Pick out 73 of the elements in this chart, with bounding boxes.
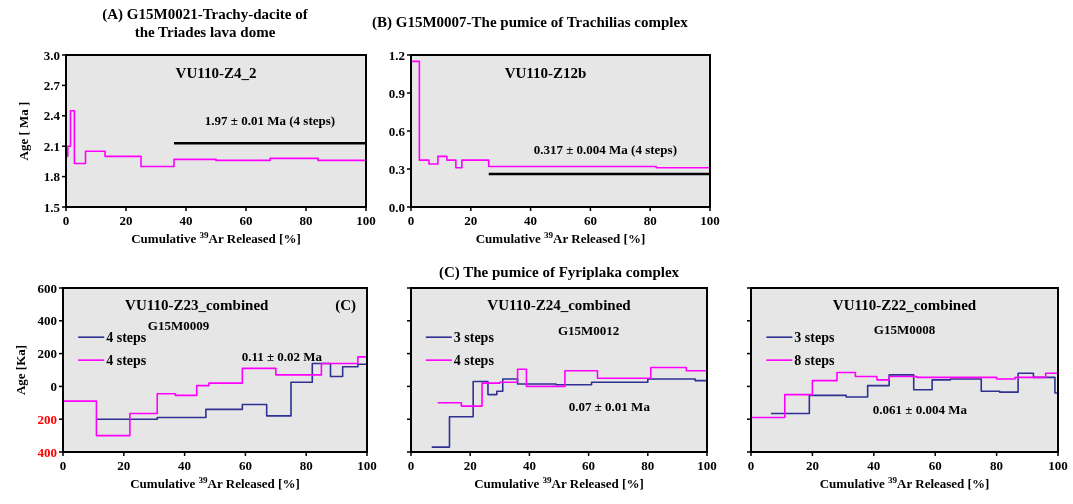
- x-tick-label: 60: [582, 458, 596, 473]
- x-tick-label: 80: [299, 213, 313, 228]
- y-tick-label: 200: [37, 346, 57, 362]
- x-tick-label: 100: [1048, 458, 1068, 473]
- x-tick-label: 0: [747, 458, 755, 473]
- annotation: (C): [335, 296, 357, 314]
- x-tick-label: 100: [697, 458, 717, 473]
- x-tick-label: 80: [299, 458, 313, 473]
- annotation: VU110-Z4_2: [175, 65, 257, 82]
- annotation: VU110-Z24_combined: [487, 296, 632, 313]
- chart-title: (C) The pumice of Fyriplaka complex: [438, 264, 680, 282]
- legend-label: 4 steps: [106, 330, 147, 346]
- y-tick-label: 0: [50, 378, 57, 394]
- y-tick-label: 1.5: [43, 199, 61, 215]
- x-tick-label: 20: [463, 458, 477, 473]
- x-tick-label: 80: [990, 458, 1004, 473]
- x-tick-label: 60: [239, 213, 253, 228]
- x-axis-title: Cumulative $^{39}$Ar Released [%]: [474, 475, 644, 491]
- annotation: G15M0009: [147, 318, 210, 334]
- y-tick-label: 0.9: [388, 85, 406, 101]
- y-tick-label: 200: [37, 411, 57, 427]
- legend-label: 3 steps: [453, 330, 495, 346]
- legend-label: 4 steps: [453, 353, 495, 369]
- x-tick-label: 80: [641, 458, 655, 473]
- x-tick-label: 80: [643, 213, 657, 228]
- x-tick-label: 40: [178, 458, 192, 473]
- x-axis-title: Cumulative $^{39}$Ar Released [%]: [130, 475, 300, 491]
- x-tick-label: 60: [928, 458, 942, 473]
- y-tick-label: 2.7: [43, 77, 61, 93]
- annotation: G15M0008: [873, 321, 936, 337]
- x-tick-label: 40: [522, 458, 536, 473]
- x-tick-label: 20: [805, 458, 819, 473]
- y-tick-label: 2.4: [43, 108, 61, 124]
- annotation: 0.11 ± 0.02 Ma: [241, 349, 323, 365]
- x-tick-label: 60: [583, 213, 597, 228]
- x-tick-label: 20: [119, 213, 133, 228]
- x-tick-label: 40: [867, 458, 881, 473]
- y-tick-label: 400: [37, 313, 57, 329]
- y-tick-label: 1.2: [388, 47, 405, 63]
- x-axis-title: Cumulative $^{39}$Ar Released [%]: [131, 230, 301, 246]
- y-tick-label: 400: [37, 444, 57, 460]
- y-axis-title: Age [Ka]: [13, 344, 28, 396]
- x-tick-label: 40: [179, 213, 193, 228]
- y-tick-label: 0.6: [388, 123, 406, 139]
- annotation: VU110-Z23_combined: [125, 296, 270, 313]
- legend-label: 3 steps: [794, 330, 835, 346]
- annotation: VU110-Z22_combined: [832, 296, 977, 313]
- y-tick-label: 0.0: [388, 199, 405, 215]
- annotation: 1.97 ± 0.01 Ma (4 steps): [204, 112, 336, 128]
- x-tick-label: 40: [524, 213, 538, 228]
- y-tick-label: 3.0: [43, 47, 60, 63]
- x-tick-label: 20: [117, 458, 131, 473]
- annotation: 0.07 ± 0.01 Ma: [568, 398, 651, 414]
- y-tick-label: 1.8: [43, 169, 61, 185]
- x-tick-label: 60: [238, 458, 252, 473]
- x-tick-label: 100: [356, 213, 376, 228]
- x-tick-label: 20: [464, 213, 478, 228]
- annotation: 0.317 ± 0.004 Ma (4 steps): [533, 141, 677, 157]
- legend-label: 8 steps: [794, 353, 835, 369]
- annotation: VU110-Z12b: [504, 65, 587, 82]
- annotation: 0.061 ± 0.004 Ma: [872, 401, 968, 417]
- annotation: G15M0012: [557, 323, 620, 339]
- y-tick-label: 0.3: [388, 161, 406, 177]
- legend-label: 4 steps: [106, 353, 147, 369]
- x-tick-label: 100: [700, 213, 720, 228]
- chart-title: (B) G15M0007-The pumice of Trachilias complex: [372, 14, 689, 32]
- x-axis-title: Cumulative $^{39}$Ar Released [%]: [819, 475, 990, 491]
- x-axis-title: Cumulative $^{39}$Ar Released [%]: [475, 230, 646, 246]
- chart-title: (A) G15M0021-Trachy-dacite of the Triades lava dome: [102, 6, 309, 40]
- y-tick-label: 600: [37, 280, 57, 296]
- y-tick-label: 2.1: [43, 138, 60, 154]
- y-axis-title: Age [ Ma ]: [16, 101, 31, 161]
- x-tick-label: 100: [357, 458, 377, 473]
